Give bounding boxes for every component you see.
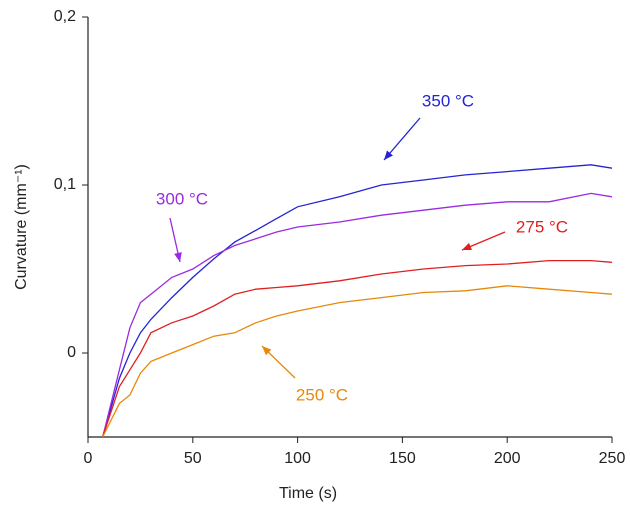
x-tick-label: 250 xyxy=(599,450,626,467)
x-tick-label: 0 xyxy=(84,450,93,467)
series-line xyxy=(102,285,613,438)
y-tick-label: 0,1 xyxy=(54,176,76,193)
series-annotation: 275 °C xyxy=(516,217,568,236)
y-tick-label: 0 xyxy=(67,344,76,361)
series-annotation: 250 °C xyxy=(296,385,348,404)
arrow-head xyxy=(462,242,472,251)
x-tick-label: 200 xyxy=(494,450,521,467)
series-line xyxy=(102,192,613,438)
y-axis-label: Curvature (mm⁻¹) xyxy=(13,164,30,290)
series-line xyxy=(102,164,613,438)
annotation-arrow xyxy=(383,117,421,161)
x-tick-label: 150 xyxy=(389,450,416,467)
arrow-head xyxy=(174,252,182,262)
series-line xyxy=(102,259,613,438)
x-tick-label: 50 xyxy=(184,450,202,467)
series-annotation: 300 °C xyxy=(156,189,208,208)
y-tick-label: 0,2 xyxy=(54,8,76,25)
series-annotation: 350 °C xyxy=(422,91,474,110)
x-tick-label: 100 xyxy=(284,450,311,467)
arrow-head xyxy=(262,346,272,356)
arrow-head xyxy=(384,150,393,160)
x-axis-label: Time (s) xyxy=(279,485,337,502)
